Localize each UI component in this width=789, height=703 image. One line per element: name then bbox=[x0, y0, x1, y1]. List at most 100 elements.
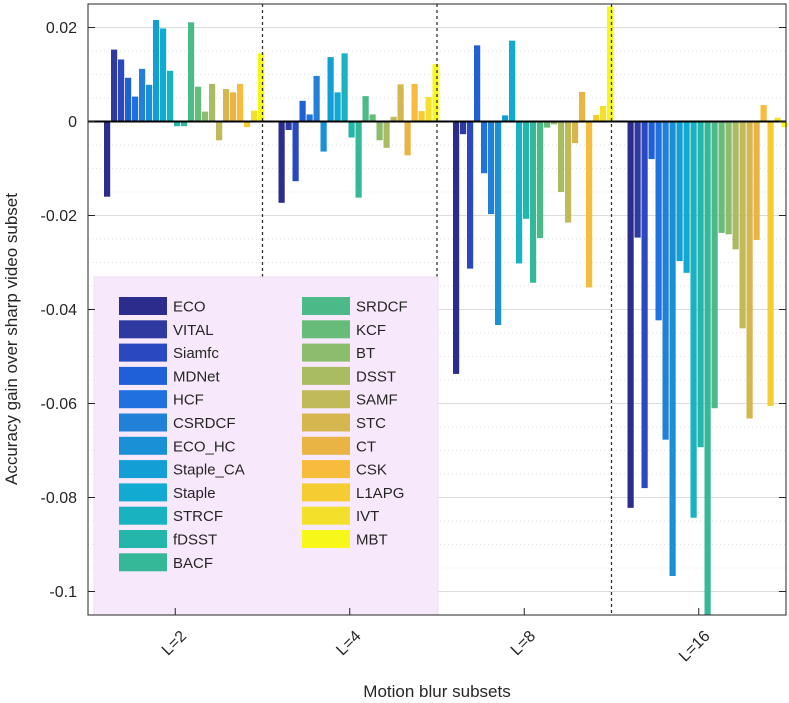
legend-swatch bbox=[302, 343, 350, 362]
legend-entry: BT bbox=[356, 345, 375, 362]
bar bbox=[495, 121, 502, 326]
legend-swatch bbox=[302, 320, 350, 339]
bar bbox=[306, 114, 313, 122]
bar bbox=[697, 121, 704, 448]
bar bbox=[160, 28, 167, 122]
bar bbox=[488, 121, 495, 215]
legend-swatch bbox=[302, 390, 350, 409]
legend-entry: Staple bbox=[173, 485, 216, 502]
y-tick-label: -0.1 bbox=[49, 584, 77, 601]
bar bbox=[627, 121, 634, 508]
legend-entry: CSK bbox=[356, 462, 387, 479]
bar bbox=[216, 121, 223, 141]
bar bbox=[732, 121, 739, 250]
bar bbox=[753, 121, 760, 240]
bar bbox=[774, 117, 781, 122]
bar bbox=[320, 121, 327, 152]
bar bbox=[390, 116, 397, 122]
legend: ECO VITAL Siamfc MDNet HCF CSRDCF ECO_HC Staple… bbox=[93, 276, 439, 616]
bar bbox=[292, 121, 299, 182]
bar bbox=[174, 121, 181, 127]
bar bbox=[607, 6, 614, 122]
bar bbox=[453, 121, 460, 374]
bar bbox=[516, 121, 523, 264]
bar bbox=[648, 121, 655, 160]
bar bbox=[725, 121, 732, 235]
bar bbox=[341, 53, 348, 122]
bar bbox=[544, 121, 551, 128]
bar bbox=[683, 121, 690, 273]
legend-swatch bbox=[302, 483, 350, 502]
bar bbox=[383, 121, 390, 148]
bar bbox=[676, 121, 683, 262]
legend-entry: SAMF bbox=[356, 392, 398, 409]
legend-swatch bbox=[302, 413, 350, 432]
bar bbox=[355, 121, 362, 198]
bar bbox=[690, 121, 697, 518]
bar bbox=[523, 121, 530, 219]
legend-entry: MBT bbox=[356, 532, 388, 549]
y-tick-label: 0.02 bbox=[46, 20, 77, 37]
bar bbox=[404, 121, 411, 156]
bar bbox=[481, 121, 488, 174]
y-tick-label: -0.02 bbox=[41, 208, 78, 225]
legend-swatch bbox=[119, 390, 167, 409]
bar bbox=[669, 121, 676, 576]
bar bbox=[579, 91, 586, 122]
bar bbox=[258, 53, 265, 122]
bar bbox=[313, 75, 320, 122]
bar bbox=[299, 100, 306, 122]
bar bbox=[209, 83, 216, 122]
bar bbox=[662, 121, 669, 440]
bar bbox=[411, 83, 418, 122]
legend-swatch bbox=[119, 530, 167, 548]
bar bbox=[118, 59, 125, 122]
bar bbox=[348, 121, 355, 138]
legend-entry: L1APG bbox=[356, 485, 404, 502]
bar bbox=[251, 110, 258, 122]
bar bbox=[188, 22, 195, 122]
y-tick-label: -0.04 bbox=[41, 302, 78, 319]
y-axis-label: Accuracy gain over sharp video subset bbox=[2, 193, 21, 485]
bar bbox=[704, 121, 711, 615]
chart-overlay bbox=[88, 4, 786, 615]
bar bbox=[237, 83, 244, 122]
legend-swatch bbox=[119, 553, 167, 572]
bar bbox=[530, 121, 537, 283]
bar bbox=[104, 121, 111, 197]
bar bbox=[432, 64, 439, 122]
legend-swatch bbox=[119, 343, 167, 362]
bar bbox=[125, 77, 132, 122]
legend-entry: STRCF bbox=[173, 508, 223, 525]
legend-swatch bbox=[302, 460, 350, 479]
legend-swatch bbox=[119, 320, 167, 339]
legend-entry: DSST bbox=[356, 368, 396, 385]
legend-entry: MDNet bbox=[173, 368, 221, 385]
bar bbox=[167, 70, 174, 122]
legend-entry: HCF bbox=[173, 392, 204, 409]
bar bbox=[634, 121, 641, 238]
bar bbox=[223, 89, 230, 122]
legend-entry: IVT bbox=[356, 508, 379, 525]
legend-entry: BACF bbox=[173, 555, 213, 572]
bar bbox=[502, 115, 509, 122]
bar bbox=[139, 68, 146, 122]
bar bbox=[551, 121, 558, 125]
bar bbox=[586, 121, 593, 288]
bar bbox=[537, 121, 544, 239]
bar bbox=[153, 19, 160, 122]
legend-entry: STC bbox=[356, 415, 386, 432]
bar bbox=[244, 121, 251, 128]
legend-entry: ECO bbox=[173, 299, 206, 316]
bar bbox=[600, 105, 607, 122]
bar bbox=[362, 96, 369, 122]
legend-entry: ECO_HC bbox=[173, 438, 236, 455]
bar bbox=[641, 121, 648, 489]
legend-entry: Siamfc bbox=[173, 345, 219, 362]
bar bbox=[376, 121, 383, 141]
legend-swatch bbox=[119, 460, 167, 479]
bar bbox=[565, 121, 572, 223]
bar bbox=[655, 121, 662, 321]
bar bbox=[369, 114, 376, 122]
